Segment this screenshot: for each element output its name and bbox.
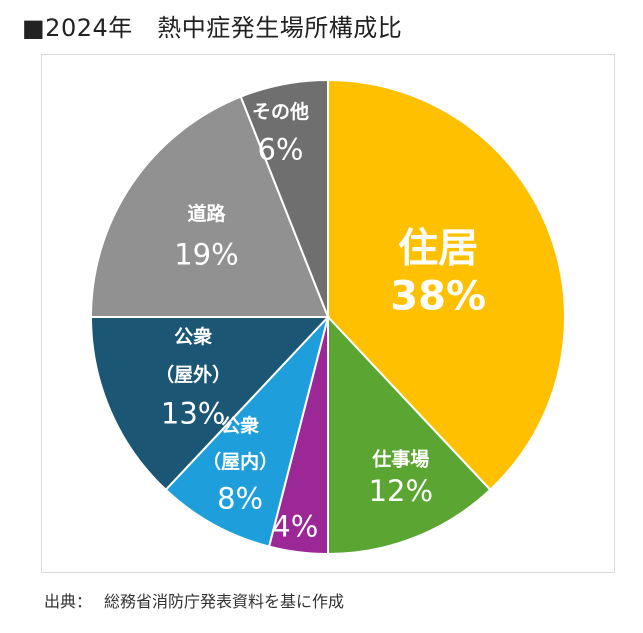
pie-slice [89, 316, 331, 492]
slice-name-label: 公衆 [221, 414, 259, 437]
slice-percent-label: 6% [257, 132, 303, 166]
slice-percent-label: 38% [390, 273, 486, 319]
slice-percent-label: 12% [369, 474, 433, 508]
pie-slice [164, 316, 329, 548]
slice-name-label: 仕事場 [371, 448, 429, 471]
chart-frame [41, 54, 615, 573]
slice-percent-label: 19% [174, 237, 238, 271]
source-label: 出典： [44, 592, 93, 611]
slice-name-label: その他 [252, 100, 309, 123]
slice-name-label: （屋外） [155, 363, 231, 386]
slice-percent-label: 13% [161, 396, 225, 430]
source-note: 出典： 総務省消防庁発表資料を基に作成 [44, 588, 344, 612]
pie-slice [327, 78, 566, 492]
source-text: 総務省消防庁発表資料を基に作成 [104, 592, 345, 611]
chart-title: ■2024年 熱中症発生場所構成比 [22, 14, 403, 42]
pie-slice [327, 314, 492, 556]
slice-name-label: 道路 [187, 202, 226, 225]
pie-slices [89, 78, 566, 556]
pie-slice [239, 78, 329, 318]
pie-slice [89, 95, 330, 318]
slice-percent-label: 8% [217, 481, 263, 515]
slice-percent-label: 4% [272, 510, 318, 544]
slice-name-label: 公衆 [174, 325, 212, 348]
slice-name-label: （屋内） [202, 450, 278, 473]
slice-name-label: 住居 [398, 225, 478, 271]
